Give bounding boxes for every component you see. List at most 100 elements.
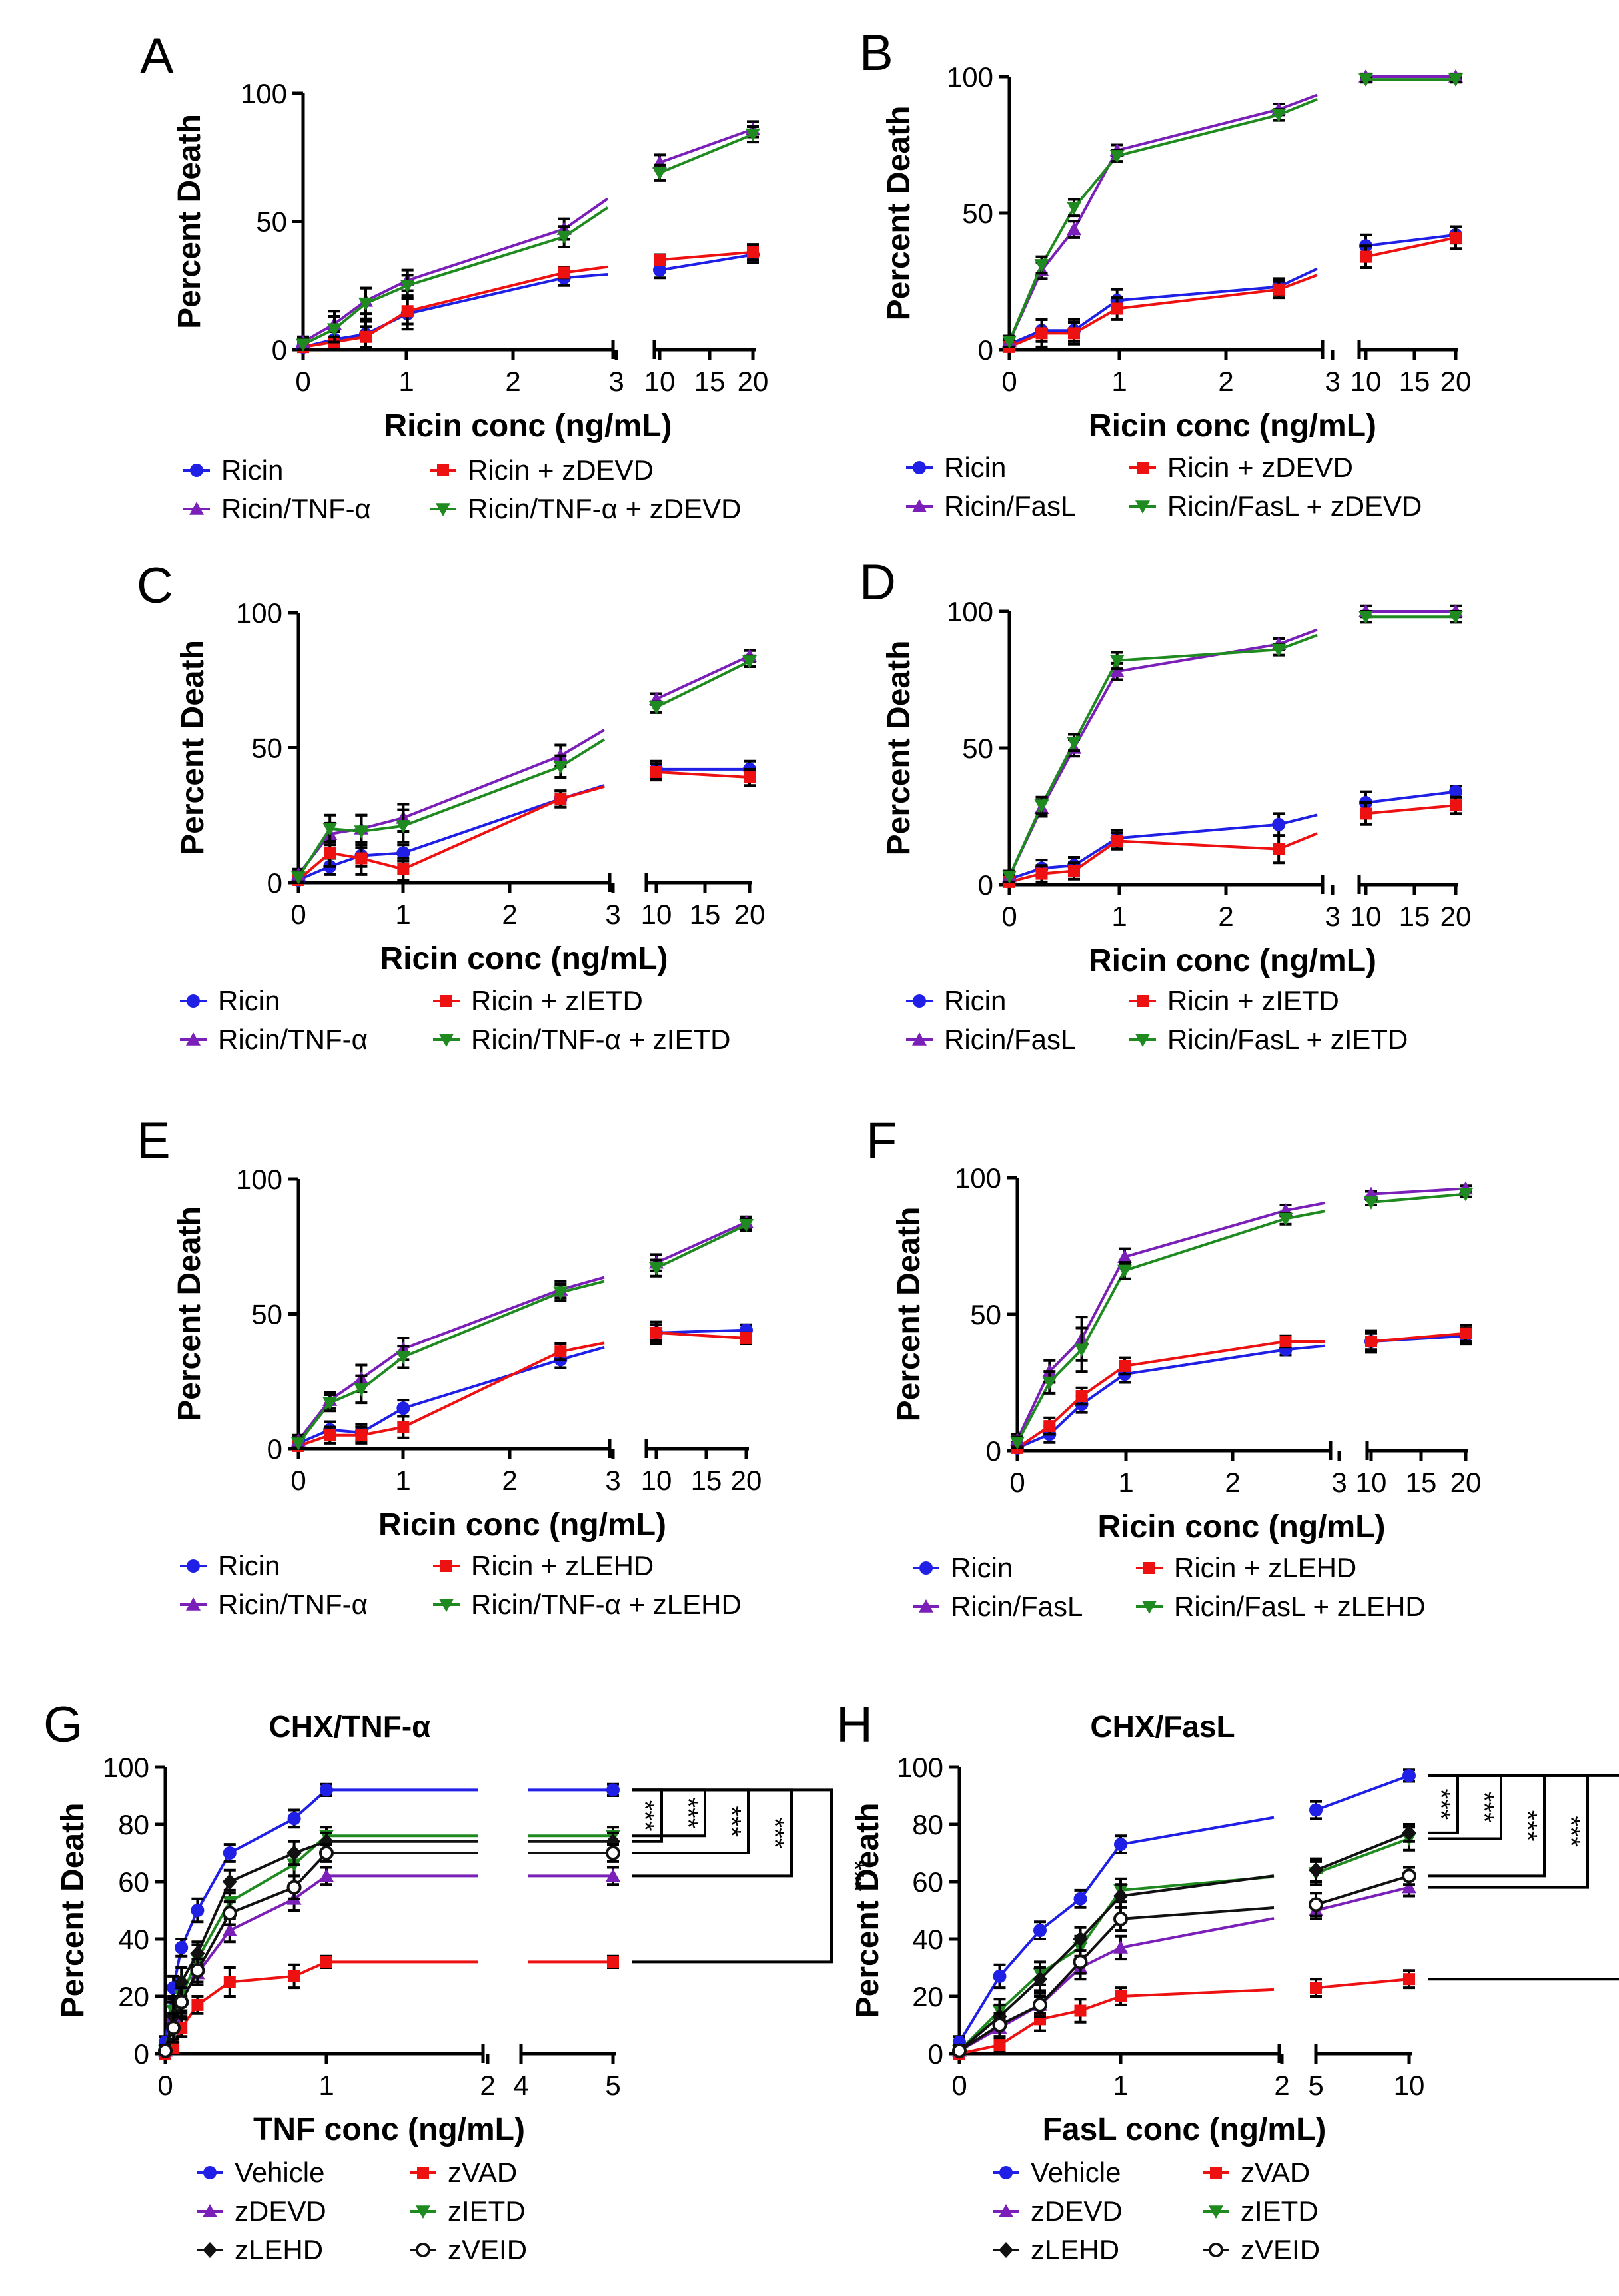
data-point (1113, 1911, 1128, 1926)
panel-E: E 0 50 100 Percent Death 0 1 2 3 10 15 20 Ricin conc… (137, 1112, 762, 1620)
data-point (606, 1868, 620, 1882)
series-line (958, 1774, 1410, 2043)
legend-label: Ricin (218, 985, 280, 1016)
x-tick-label: 1 (395, 899, 410, 930)
data-point (322, 1397, 338, 1411)
legend-item: Ricin + zIETD (1129, 985, 1339, 1016)
data-point (1402, 1768, 1416, 1782)
data-point (1067, 222, 1081, 236)
x-tick-label: 10 (644, 366, 676, 397)
x-tick-label: 1 (1118, 1467, 1133, 1498)
legend-item: Ricin/TNF-α (180, 1589, 368, 1620)
data-point (649, 1262, 664, 1276)
data-point (553, 761, 568, 774)
significance-label: *** (630, 1800, 659, 1832)
legend-label: zDEVD (1031, 2195, 1123, 2227)
x-tick-label: 15 (1399, 901, 1430, 932)
data-point (742, 655, 757, 669)
y-tick-label: 100 (947, 596, 993, 627)
data-point (1033, 1997, 1047, 2012)
series-line (164, 1834, 613, 2052)
data-point (1035, 867, 1048, 880)
data-point (1309, 1862, 1323, 1878)
y-axis-title: Percent Death (172, 1206, 207, 1421)
data-point (158, 2043, 173, 2058)
data-point (1113, 1940, 1128, 1954)
legend-marker (187, 994, 200, 1008)
data-point (1448, 611, 1463, 625)
legend-marker (203, 2166, 217, 2179)
legend-label: Ricin/TNF-α (218, 1024, 368, 1055)
legend-item: zVEID (410, 2234, 527, 2265)
data-point (1068, 865, 1080, 877)
legend: Ricin Ricin + zIETD Ricin/FasL Ricin/FasL +… (906, 985, 1408, 1055)
data-point (400, 279, 415, 293)
x-tick-label: 10 (641, 1465, 672, 1496)
legend-marker (203, 2204, 217, 2217)
x-tick-label: 0 (290, 899, 306, 930)
y-axis-title: Percent Death (881, 106, 917, 321)
legend-item: Ricin/FasL (906, 1024, 1076, 1055)
data-point (288, 1970, 300, 1982)
legend-marker (190, 464, 203, 477)
x-tick-label: 2 (1218, 901, 1233, 932)
legend-item: Ricin/TNF-α (183, 493, 371, 524)
significance-label: *** (716, 1806, 746, 1837)
y-tick-label: 20 (118, 1981, 149, 2012)
data-point (740, 1332, 752, 1344)
legend-item: Ricin (913, 1552, 1013, 1583)
y-tick-label: 40 (118, 1924, 149, 1955)
legend-label: Vehicle (1031, 2157, 1121, 2188)
data-point (286, 1880, 302, 1895)
x-tick-label: 3 (605, 899, 620, 930)
data-point (1273, 283, 1285, 296)
legend-label: zVAD (448, 2157, 517, 2188)
data-point (355, 852, 368, 865)
legend-label: Ricin + zIETD (471, 985, 643, 1016)
legend-marker (1135, 1034, 1150, 1047)
legend: Ricin Ricin + zDEVD Ricin/FasL Ricin/FasL +… (906, 452, 1422, 522)
data-point (1403, 1973, 1415, 1986)
y-tick-label: 100 (103, 1752, 149, 1783)
legend-item: Ricin/FasL + zLEHD (1136, 1591, 1426, 1622)
series-zlehd (952, 1823, 1416, 2059)
legend-label: zDEVD (235, 2195, 326, 2227)
panel-label: H (836, 1697, 873, 1753)
series-line (1008, 75, 1456, 342)
y-tick-label: 100 (897, 1752, 943, 1783)
legend-label: zVEID (1241, 2234, 1320, 2265)
y-tick-label: 100 (241, 78, 287, 109)
data-point (606, 1846, 620, 1860)
x-axis-title: Ricin conc (ng/mL) (384, 408, 672, 444)
significance-brackets: *** *** *** *** *** (630, 1788, 869, 1964)
data-point (1119, 1359, 1131, 1372)
legend: Ricin Ricin + zIETD Ricin/TNF-α Ricin/TNF-α… (180, 985, 730, 1055)
legend-label: Ricin/FasL (944, 490, 1076, 522)
legend-marker (1135, 500, 1150, 514)
legend-label: zVAD (1241, 2157, 1310, 2188)
series-ricin-tnf-zdevd (296, 125, 760, 352)
legend-label: Ricin/FasL + zLEHD (1174, 1591, 1426, 1622)
data-point (1111, 302, 1123, 315)
x-tick-label: 2 (1218, 366, 1233, 397)
legend-label: Ricin (218, 1550, 280, 1581)
x-tick-label: 1 (318, 2070, 334, 2101)
x-tick-label: 1 (1111, 366, 1127, 397)
data-point (1360, 807, 1372, 820)
data-point (607, 1956, 619, 1968)
legend-item: Ricin/FasL (913, 1591, 1083, 1622)
data-point (649, 701, 664, 715)
data-point (291, 1437, 306, 1451)
data-point (1458, 1188, 1473, 1202)
data-point (190, 1963, 205, 1978)
data-point (1075, 1390, 1088, 1402)
x-tick-label: 15 (1406, 1467, 1437, 1498)
x-tick-label: 0 (951, 2070, 967, 2101)
data-point (554, 1345, 567, 1358)
legend-label: zIETD (1241, 2195, 1319, 2227)
y-tick-label: 50 (251, 1299, 282, 1330)
data-point (287, 1812, 301, 1826)
data-point (222, 1923, 237, 1936)
data-point (296, 338, 310, 352)
significance-label: *** (1556, 1816, 1585, 1847)
